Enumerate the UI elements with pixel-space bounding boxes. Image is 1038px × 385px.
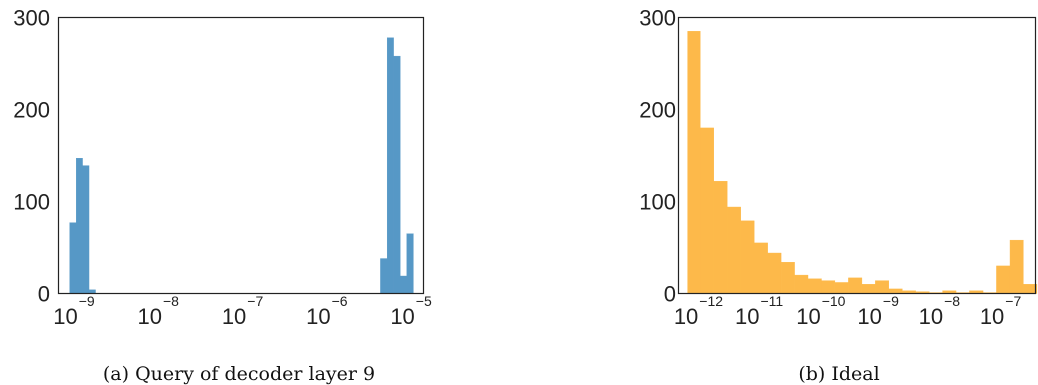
histogram-bar [996,266,1010,294]
histogram-bar [714,181,727,293]
x-tick-label-base: 10 [390,304,414,329]
x-tick-label-base: 10 [857,304,881,329]
histogram-bar [754,243,767,294]
histogram-bar [875,281,888,294]
x-tick-label-exponent: −5 [416,293,432,309]
histogram-bar [688,31,701,293]
plot-frame-a [59,18,424,294]
histogram-bar [781,262,794,293]
bars-a [70,38,414,294]
x-tick-label-base: 10 [674,304,698,329]
x-tick-label-base: 10 [796,304,820,329]
histogram-bar [76,158,82,293]
x-tick-label-exponent: −10 [822,293,846,309]
histogram-bar [387,38,393,294]
x-tick-label-exponent: −11 [761,293,784,309]
x-tick-label-exponent: −12 [699,293,723,309]
y-tick-label: 200 [13,98,50,123]
histogram-bar [795,275,808,293]
histogram-bar [835,282,849,293]
histogram-bar [83,166,90,294]
histogram-bar [808,279,821,294]
x-tick-label-exponent: −6 [332,293,348,309]
histogram-bar [380,259,387,294]
x-tick-label-exponent: −9 [883,293,899,309]
x-tick-label-base: 10 [53,304,77,329]
histogram-bar [741,221,755,294]
y-tick-label: 100 [13,190,50,215]
y-tick-label: 300 [13,6,50,31]
x-tick-label-base: 10 [138,304,162,329]
x-tick-label-exponent: −8 [944,293,960,309]
y-tick-label: 200 [639,98,676,123]
y-tick-label: 0 [664,282,676,307]
x-tick-label-exponent: −7 [1005,293,1021,309]
y-tick-labels-a: 0 100 200 300 [13,6,50,307]
caption-a: (a) Query of decoder layer 9 [103,363,375,385]
x-tick-label-base: 10 [980,304,1004,329]
bars-b [688,31,1037,293]
histogram-bar [70,223,77,294]
y-tick-label: 300 [639,6,676,31]
x-tick-label-exponent: −8 [163,293,179,309]
x-tick-label-base: 10 [222,304,246,329]
histogram-bar [862,284,875,293]
histogram-bar [1010,240,1023,293]
histogram-bar [848,278,862,294]
caption-b: (b) Ideal [798,363,879,385]
histogram-bar [727,207,741,293]
histogram-bar [821,281,834,294]
histogram-bar [1023,284,1037,293]
y-tick-label: 100 [639,190,676,215]
histogram-bar [700,128,713,294]
histogram-bar [407,234,414,294]
histogram-bar [768,253,781,293]
x-tick-label-base: 10 [919,304,943,329]
x-tick-label-base: 10 [735,304,759,329]
y-tick-label: 0 [38,282,50,307]
x-tick-labels-a: 10−910−810−710−610−5 [53,293,432,329]
histogram-bar [400,276,407,293]
x-tick-label-exponent: −9 [79,293,95,309]
x-tick-label-exponent: −7 [247,293,263,309]
histogram-bar [394,56,401,293]
y-tick-labels-b: 0 100 200 300 [639,6,676,307]
x-tick-label-base: 10 [306,304,330,329]
